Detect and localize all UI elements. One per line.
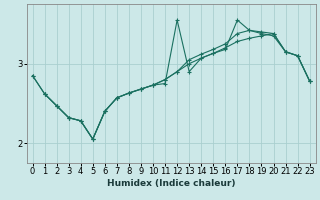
X-axis label: Humidex (Indice chaleur): Humidex (Indice chaleur): [107, 179, 235, 188]
